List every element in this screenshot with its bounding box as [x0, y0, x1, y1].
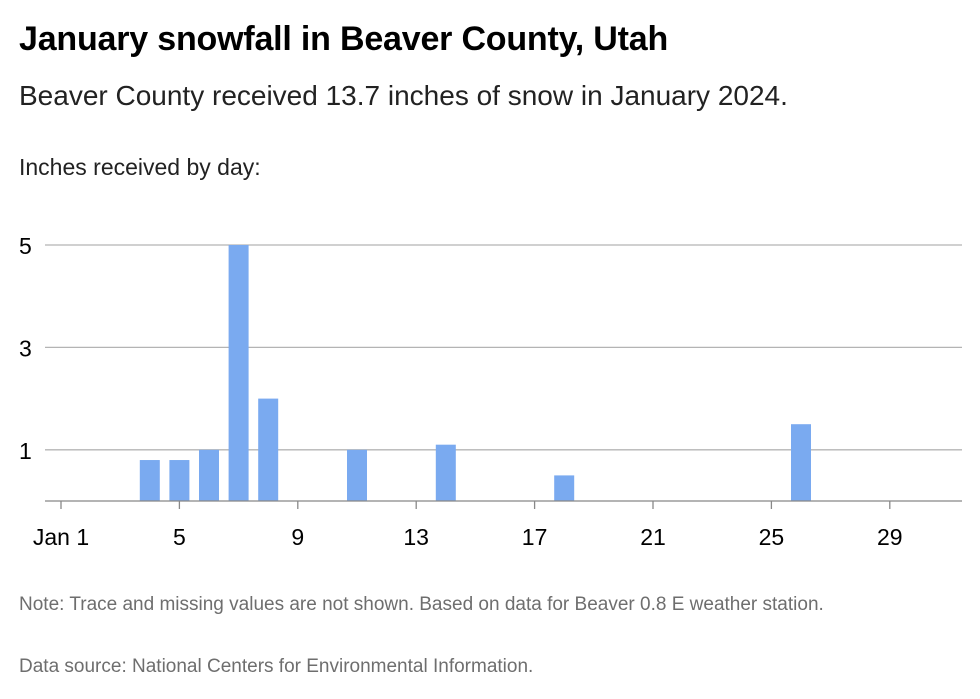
- chart-subtitle: Beaver County received 13.7 inches of sn…: [19, 80, 788, 111]
- x-tick-label: 9: [291, 524, 304, 550]
- bar-day-4: [139, 460, 160, 501]
- bar-day-8: [258, 398, 279, 501]
- data-source: Data source: National Centers for Enviro…: [19, 656, 534, 677]
- x-tick-label: 17: [522, 524, 548, 550]
- bar-day-18: [554, 475, 575, 501]
- y-tick-label: 1: [19, 438, 32, 464]
- bar-day-11: [347, 449, 367, 501]
- x-tick-label: 13: [403, 524, 429, 550]
- bar-day-26: [791, 424, 811, 501]
- chart-note: Note: Trace and missing values are not s…: [19, 594, 824, 615]
- x-tick-label: 29: [877, 524, 903, 550]
- chart-title: January snowfall in Beaver County, Utah: [19, 20, 669, 58]
- bar-day-7: [228, 245, 249, 501]
- bar-day-14: [435, 444, 456, 501]
- x-tick-label: 21: [640, 524, 666, 550]
- y-tick-label: 3: [19, 335, 32, 361]
- bar-day-5: [169, 460, 190, 501]
- x-tick-label: 25: [759, 524, 785, 550]
- y-tick-label: 5: [19, 233, 32, 259]
- y-axis-label: Inches received by day:: [19, 154, 261, 180]
- x-tick-label: 5: [173, 524, 186, 550]
- bar-day-6: [199, 449, 219, 501]
- x-tick-label: Jan 1: [33, 524, 89, 550]
